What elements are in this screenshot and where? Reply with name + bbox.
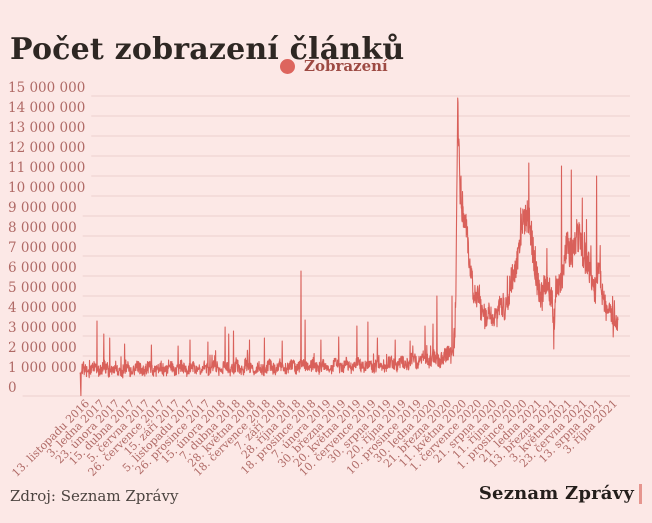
y-tick-label: 14 000 000 — [8, 100, 85, 116]
y-tick-label: 1 000 000 — [8, 360, 77, 376]
series-line-zobrazeni — [79, 97, 619, 397]
y-tick-label: 10 000 000 — [8, 180, 85, 196]
brand-logo-text: Seznam Zprávy — [478, 483, 634, 504]
y-tick-label: 2 000 000 — [8, 340, 77, 356]
y-tick-label: 4 000 000 — [8, 300, 77, 316]
y-tick-label: 9 000 000 — [8, 200, 77, 216]
y-tick-label: 3 000 000 — [8, 320, 77, 336]
y-tick-label: 12 000 000 — [8, 140, 85, 156]
y-tick-label: 15 000 000 — [8, 80, 85, 96]
legend: Zobrazení — [280, 57, 388, 75]
y-tick-label: 8 000 000 — [8, 220, 77, 236]
chart-title: Počet zobrazení článků — [10, 32, 405, 68]
y-tick-label: 5 000 000 — [8, 280, 77, 296]
legend-dot-icon — [280, 58, 295, 74]
y-tick-label: 11 000 000 — [8, 160, 85, 176]
line-chart: 0 1 000 000 2 000 000 3 000 000 4 000 000 5 0… — [8, 80, 630, 480]
legend-label: Zobrazení — [304, 57, 388, 75]
source-note: Zdroj: Seznam Zprávy — [10, 487, 179, 505]
y-tick-label: 0 — [8, 380, 17, 396]
y-tick-label: 6 000 000 — [8, 260, 77, 276]
brand-logo: Seznam Zprávy — [479, 483, 642, 504]
y-tick-label: 13 000 000 — [8, 120, 85, 136]
brand-logo-bar-icon — [639, 483, 642, 504]
y-tick-label: 7 000 000 — [8, 240, 77, 256]
